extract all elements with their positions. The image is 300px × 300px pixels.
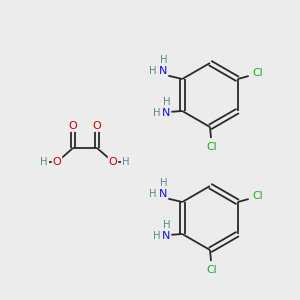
Text: N: N [159,189,167,199]
Text: H: H [122,157,130,167]
Text: N: N [159,66,167,76]
Text: O: O [109,157,117,167]
Text: H: H [148,189,156,199]
Text: Cl: Cl [207,142,217,152]
Text: Cl: Cl [252,68,263,78]
Text: Cl: Cl [252,191,263,201]
Text: H: H [40,157,48,167]
Text: H: H [163,97,170,107]
Text: O: O [93,121,101,131]
Text: H: H [160,55,167,65]
Text: H: H [148,66,156,76]
Text: H: H [152,231,160,241]
Text: Cl: Cl [207,265,217,275]
Text: N: N [162,231,170,241]
Text: H: H [152,108,160,118]
Text: H: H [163,220,170,230]
Text: O: O [69,121,77,131]
Text: H: H [160,178,167,188]
Text: O: O [52,157,62,167]
Text: N: N [162,108,170,118]
